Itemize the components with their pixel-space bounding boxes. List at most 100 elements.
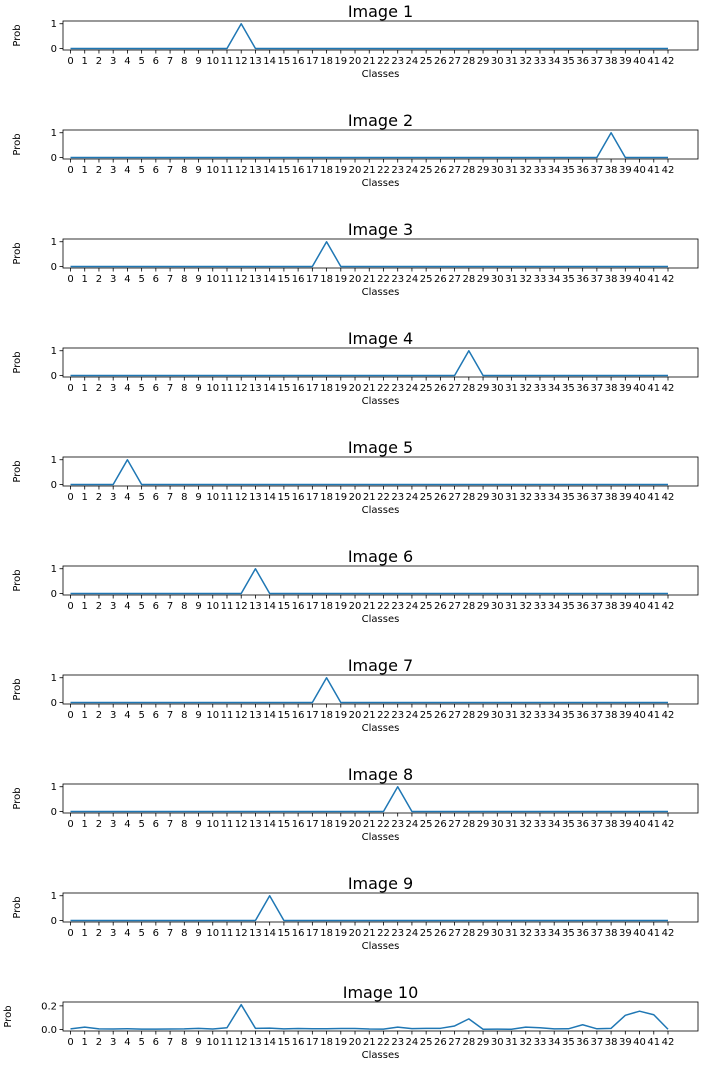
x-tick-label: 36	[576, 274, 589, 285]
x-tick-label: 7	[167, 165, 173, 176]
x-axis-label: Classes	[362, 614, 400, 625]
x-tick-label: 1	[82, 165, 88, 176]
x-tick-label: 3	[110, 928, 116, 939]
x-tick-label: 28	[462, 1037, 475, 1048]
x-tick-label: 5	[138, 601, 144, 612]
x-tick-label: 42	[662, 1037, 675, 1048]
x-tick-label: 9	[195, 928, 201, 939]
x-tick-label: 32	[519, 1037, 532, 1048]
x-tick-label: 2	[96, 928, 102, 939]
x-tick-label: 39	[619, 601, 632, 612]
y-tick-label: 0	[51, 480, 57, 491]
x-tick-label: 29	[477, 56, 490, 67]
x-tick-label: 27	[448, 710, 461, 721]
x-tick-label: 10	[206, 56, 219, 67]
x-tick-label: 0	[67, 601, 73, 612]
x-tick-label: 34	[548, 928, 561, 939]
x-tick-label: 27	[448, 819, 461, 830]
x-tick-label: 42	[662, 819, 675, 830]
x-tick-label: 4	[124, 383, 130, 394]
x-tick-label: 23	[391, 710, 404, 721]
x-tick-label: 30	[491, 274, 504, 285]
x-tick-label: 6	[153, 274, 159, 285]
x-tick-label: 20	[349, 1037, 362, 1048]
x-tick-label: 31	[505, 492, 518, 503]
x-tick-label: 38	[605, 819, 618, 830]
x-tick-label: 13	[249, 274, 262, 285]
x-axis-label: Classes	[362, 396, 400, 407]
plot-frame	[62, 238, 699, 269]
x-tick-label: 15	[278, 56, 291, 67]
x-tick-label: 32	[519, 165, 532, 176]
x-tick-label: 32	[519, 710, 532, 721]
x-tick-label: 10	[206, 165, 219, 176]
x-tick-label: 14	[263, 383, 276, 394]
x-tick-label: 9	[195, 710, 201, 721]
x-tick-label: 17	[306, 819, 319, 830]
x-tick-label: 32	[519, 601, 532, 612]
x-tick-label: 27	[448, 492, 461, 503]
x-tick-label: 14	[263, 274, 276, 285]
x-tick-label: 8	[181, 56, 187, 67]
x-tick-label: 21	[363, 819, 376, 830]
x-tick-label: 24	[406, 601, 419, 612]
x-tick-label: 0	[67, 383, 73, 394]
x-tick-label: 28	[462, 819, 475, 830]
x-tick-label: 36	[576, 383, 589, 394]
subplot-title: Image 6	[348, 547, 413, 566]
x-tick-label: 21	[363, 710, 376, 721]
x-tick-label: 38	[605, 710, 618, 721]
x-tick-label: 5	[138, 492, 144, 503]
x-tick-label: 41	[647, 383, 660, 394]
x-tick-label: 20	[349, 819, 362, 830]
x-tick-label: 4	[124, 601, 130, 612]
x-tick-label: 0	[67, 274, 73, 285]
x-tick-label: 6	[153, 601, 159, 612]
x-tick-label: 1	[82, 383, 88, 394]
x-tick-label: 18	[320, 710, 333, 721]
y-tick-label: 0	[51, 262, 57, 273]
x-tick-label: 29	[477, 819, 490, 830]
x-tick-label: 37	[591, 601, 604, 612]
x-tick-label: 6	[153, 819, 159, 830]
subplot-4: Image 40 1 2 3 4 5 6 7 8 9 10 11 12 13 14 15 16 17 18 19 20 2…	[12, 329, 699, 407]
y-axis-label: Prob	[12, 460, 23, 482]
x-tick-label: 38	[605, 1037, 618, 1048]
x-tick-label: 30	[491, 601, 504, 612]
x-tick-label: 20	[349, 274, 362, 285]
x-tick-label: 31	[505, 710, 518, 721]
x-tick-label: 15	[278, 819, 291, 830]
x-tick-label: 23	[391, 928, 404, 939]
x-axis-label: Classes	[362, 178, 400, 189]
y-tick-label: 0.0	[41, 1025, 57, 1036]
subplot-8: Image 80 1 2 3 4 5 6 7 8 9 10 11 12 13 14 15 16 17 18 19 20 2…	[12, 765, 699, 843]
x-tick-label: 33	[534, 1037, 547, 1048]
x-tick-label: 19	[334, 165, 347, 176]
x-tick-label: 2	[96, 710, 102, 721]
series-line	[70, 349, 668, 377]
x-tick-label: 25	[420, 819, 433, 830]
x-tick-label: 31	[505, 1037, 518, 1048]
x-tick-label: 6	[153, 928, 159, 939]
y-tick-label: 0	[51, 44, 57, 55]
x-tick-label: 27	[448, 56, 461, 67]
x-tick-label: 26	[434, 601, 447, 612]
x-tick-label: 16	[292, 492, 305, 503]
x-tick-label: 4	[124, 165, 130, 176]
x-tick-label: 37	[591, 928, 604, 939]
x-tick-label: 6	[153, 1037, 159, 1048]
x-tick-label: 31	[505, 56, 518, 67]
x-tick-label: 10	[206, 492, 219, 503]
x-tick-label: 24	[406, 1037, 419, 1048]
x-tick-label: 24	[406, 383, 419, 394]
x-tick-label: 15	[278, 274, 291, 285]
x-tick-label: 35	[562, 165, 575, 176]
y-tick-label: 0	[51, 371, 57, 382]
x-tick-label: 40	[633, 56, 646, 67]
x-tick-label: 38	[605, 274, 618, 285]
x-tick-label: 16	[292, 928, 305, 939]
x-tick-label: 20	[349, 601, 362, 612]
x-tick-label: 0	[67, 1037, 73, 1048]
x-tick-label: 26	[434, 165, 447, 176]
